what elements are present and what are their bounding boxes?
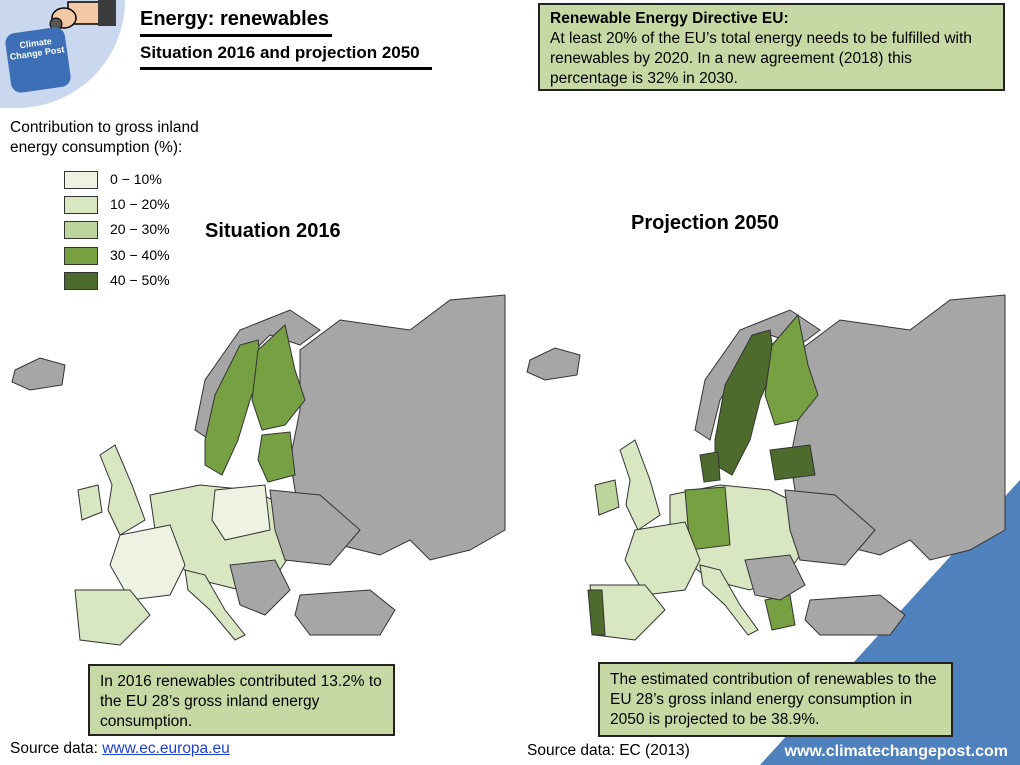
legend-label: 0 − 10% xyxy=(110,171,162,187)
map-region-denmark xyxy=(699,451,721,483)
map-region-france xyxy=(624,521,701,596)
directive-heading: Renewable Energy Directive EU: xyxy=(550,10,789,27)
map-region-balkans xyxy=(744,554,806,601)
page-subtitle: Situation 2016 and projection 2050 xyxy=(140,43,420,62)
legend-swatch xyxy=(64,247,98,266)
map-region-baltics xyxy=(257,431,296,483)
legend-label: 10 − 20% xyxy=(110,196,170,212)
legend-swatch xyxy=(64,221,98,240)
legend-item: 40 − 50% xyxy=(64,270,170,291)
map-2016 xyxy=(11,294,506,646)
legend-swatch xyxy=(64,196,98,215)
map-region-iceland xyxy=(11,357,66,391)
map-region-ukraine xyxy=(784,489,876,566)
map-region-russia xyxy=(789,294,1006,561)
map-region-france xyxy=(109,524,186,601)
title-underline xyxy=(140,34,332,37)
source-left-prefix: Source data: xyxy=(10,740,103,757)
map-region-russia xyxy=(289,294,506,561)
directive-body: At least 20% of the EU’s total energy ne… xyxy=(550,30,972,87)
map-region-portugal xyxy=(587,589,606,636)
hand-icon xyxy=(49,0,116,31)
map-region-finland xyxy=(251,324,306,431)
map-region-iberia xyxy=(74,589,151,646)
map-region-ireland xyxy=(77,484,103,521)
map-2050 xyxy=(526,294,1006,641)
page-title: Energy: renewables xyxy=(140,8,329,30)
map-region-baltics xyxy=(769,444,816,481)
map-region-turkey xyxy=(294,589,396,636)
map-region-sweden xyxy=(714,329,776,476)
map-label-2016: Situation 2016 xyxy=(205,220,341,242)
source-left-link[interactable]: www.ec.europa.eu xyxy=(102,740,230,757)
map-region-turkey xyxy=(804,594,906,636)
map-region-finland xyxy=(764,313,819,426)
map-region-balkans xyxy=(229,559,291,616)
legend-item: 0 − 10% xyxy=(64,169,162,190)
source-right: Source data: EC (2013) xyxy=(527,742,690,759)
map-region-iceland xyxy=(526,347,581,381)
subtitle-underline xyxy=(140,67,432,70)
legend-label: 30 − 40% xyxy=(110,247,170,263)
note-2016: In 2016 renewables contributed 13.2% to … xyxy=(88,664,395,736)
legend-label: 20 − 30% xyxy=(110,221,170,237)
map-region-ireland xyxy=(594,479,620,516)
source-left: Source data: www.ec.europa.eu xyxy=(10,740,230,758)
map-region-poland xyxy=(211,484,271,541)
legend-label: 40 − 50% xyxy=(110,272,170,288)
legend-swatch xyxy=(64,171,98,190)
directive-info-box: Renewable Energy Directive EU: At least … xyxy=(538,3,1005,91)
map-region-italy xyxy=(699,564,759,636)
map-region-ukraine xyxy=(269,489,361,566)
legend-item: 20 − 30% xyxy=(64,219,170,240)
map-region-sweden xyxy=(204,339,263,476)
site-url[interactable]: www.climatechangepost.com xyxy=(784,743,1008,760)
legend-swatch xyxy=(64,272,98,291)
map-region-uk xyxy=(99,444,146,536)
map-region-uk xyxy=(619,439,661,531)
legend-item: 30 − 40% xyxy=(64,245,170,266)
note-2050: The estimated contribution of renewables… xyxy=(598,662,953,737)
map-region-italy xyxy=(184,569,246,641)
legend-title: Contribution to gross inland energy cons… xyxy=(10,119,199,156)
legend-item: 10 − 20% xyxy=(64,194,170,215)
map-label-2050: Projection 2050 xyxy=(631,212,779,234)
